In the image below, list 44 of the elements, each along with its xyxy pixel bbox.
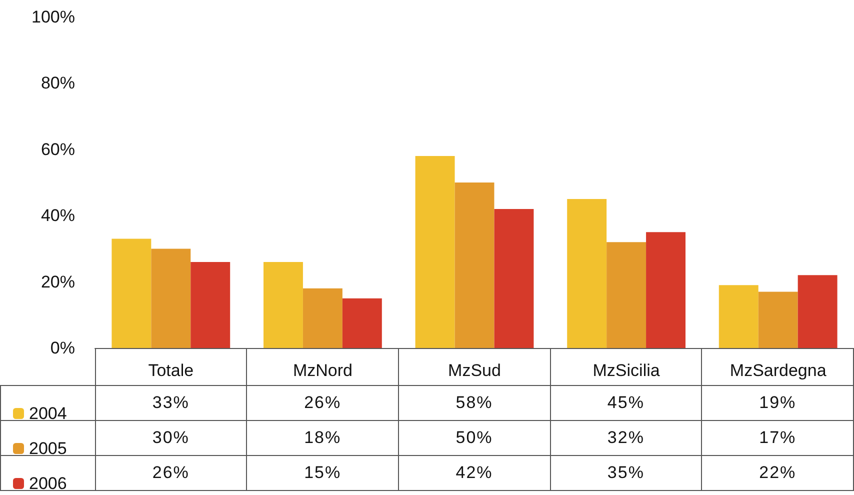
data-label: 50% <box>398 420 550 456</box>
data-label: 19% <box>702 386 854 420</box>
data-label: 22% <box>702 456 854 490</box>
data-label: 26% <box>246 386 398 420</box>
data-label: 58% <box>398 386 550 420</box>
data-label: 26% <box>95 456 247 490</box>
y-tick-label: 80% <box>40 74 75 93</box>
data-label: 18% <box>246 420 398 456</box>
data-label: 33% <box>95 386 247 420</box>
data-label: 35% <box>550 456 702 490</box>
bar <box>415 156 455 348</box>
x-tick-label: MzSud <box>448 361 501 380</box>
data-label: 15% <box>246 456 398 490</box>
legend-label: 2004 <box>29 404 67 423</box>
bar <box>190 262 230 348</box>
y-tick-label: 60% <box>40 140 75 159</box>
data-label: 45% <box>550 386 702 420</box>
y-tick-label: 100% <box>32 8 75 26</box>
bar <box>264 262 303 348</box>
bar <box>798 275 838 348</box>
bar <box>151 248 191 348</box>
x-tick-label: MzSicilia <box>592 361 660 380</box>
bar <box>646 232 686 348</box>
data-label: 42% <box>398 456 550 490</box>
bar <box>112 238 152 348</box>
data-label: 30% <box>95 420 247 456</box>
bar <box>567 199 607 348</box>
legend-label: 2005 <box>29 439 67 458</box>
bar <box>494 208 534 348</box>
data-label: 17% <box>702 420 854 456</box>
y-tick-label: 0% <box>50 338 75 358</box>
bar <box>758 292 798 348</box>
legend-label: 2006 <box>29 474 67 493</box>
bar <box>718 285 758 348</box>
bar <box>302 288 342 348</box>
data-label: 32% <box>550 420 702 456</box>
x-tick-label: Totale <box>148 361 194 380</box>
y-tick-label: 20% <box>40 272 75 292</box>
bar <box>606 242 646 348</box>
x-tick-label: MzSardegna <box>730 361 827 380</box>
bar <box>342 298 382 348</box>
y-tick-label: 40% <box>40 206 75 226</box>
bar <box>454 182 494 348</box>
x-tick-label: MzNord <box>292 361 352 380</box>
